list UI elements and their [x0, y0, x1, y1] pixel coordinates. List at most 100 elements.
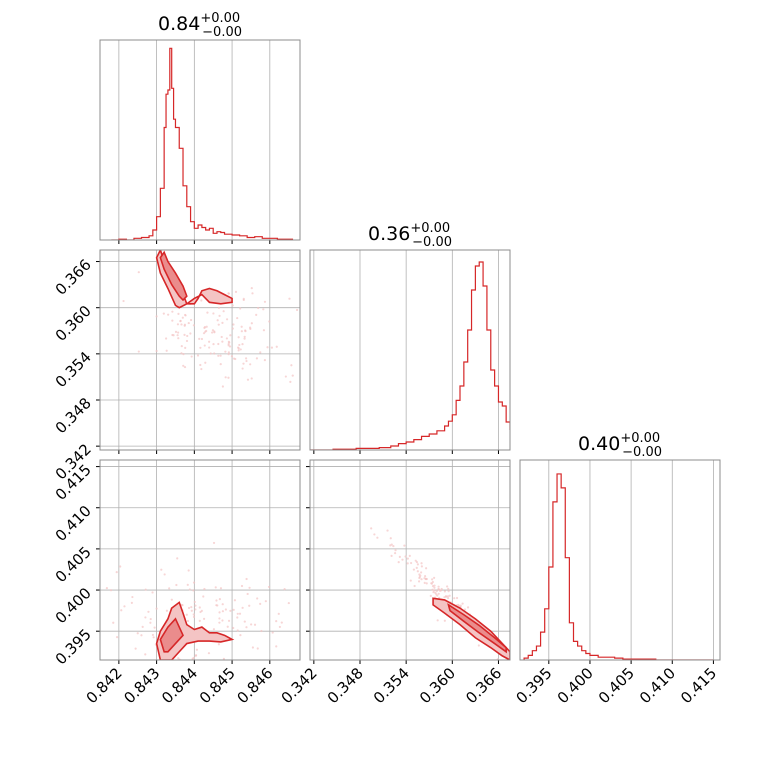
scatter-point [420, 562, 423, 565]
scatter-point [376, 536, 379, 539]
scatter-point [373, 533, 376, 536]
scatter-point [177, 337, 180, 340]
scatter-point [189, 332, 192, 335]
scatter-point [477, 644, 480, 647]
scatter-point [218, 611, 221, 614]
scatter-point [408, 554, 411, 557]
scatter-point [174, 330, 178, 333]
scatter-point [176, 664, 178, 666]
histogram-step-line [111, 47, 294, 240]
scatter-point [171, 310, 174, 313]
scatter-point [180, 323, 183, 326]
scatter-point [155, 315, 158, 318]
scatter-point [217, 643, 220, 646]
scatter-point [131, 595, 134, 599]
scatter-1-0-frame [99, 249, 301, 451]
scatter-point [249, 326, 252, 329]
scatter-point [221, 385, 224, 388]
scatter-2-1-frame [309, 459, 511, 661]
scatter-point [409, 579, 412, 582]
scatter-point [181, 316, 184, 319]
scatter-point [199, 610, 202, 614]
scatter-point [410, 561, 413, 565]
scatter-point [183, 323, 187, 326]
scatter-point [187, 321, 190, 325]
scatter-point [115, 636, 119, 639]
scatter-point [175, 583, 178, 587]
x-tick-label: 0.405 [595, 664, 638, 707]
scatter-point [260, 629, 263, 633]
scatter-point [147, 610, 150, 613]
scatter-point [280, 665, 282, 667]
contour-outer [432, 597, 510, 660]
scatter-point [212, 628, 216, 631]
scatter-point [212, 343, 215, 346]
scatter-point [172, 334, 175, 337]
scatter-point [434, 591, 437, 595]
scatter-point [239, 633, 242, 637]
scatter-point [415, 561, 419, 564]
scatter-point [155, 607, 158, 610]
scatter-point [242, 297, 245, 300]
scatter-point [140, 634, 143, 637]
scatter-point [192, 615, 196, 618]
scatter-point [232, 323, 235, 326]
scatter-point [208, 346, 211, 349]
scatter-point [184, 346, 187, 349]
scatter-point [162, 312, 165, 315]
scatter-point [213, 330, 216, 333]
scatter-point [231, 304, 234, 307]
scatter-point [423, 577, 426, 580]
scatter-point [190, 609, 193, 612]
scatter-point [164, 337, 168, 340]
scatter-point [189, 318, 193, 322]
scatter-point [190, 606, 193, 609]
scatter-point [218, 598, 221, 601]
scatter-point [198, 337, 201, 340]
y-tick-label: 0.366 [52, 256, 95, 299]
scatter-point [389, 537, 392, 540]
scatter-point [245, 626, 248, 629]
scatter-point [165, 609, 169, 612]
scatter-point [245, 359, 248, 363]
scatter-point [430, 582, 434, 585]
scatter-point [398, 555, 401, 558]
scatter-point [149, 617, 152, 621]
x-tick-label: 0.348 [324, 664, 367, 707]
scatter-point [112, 621, 115, 624]
scatter-point [227, 351, 230, 354]
scatter-point [241, 343, 244, 346]
scatter-point [243, 335, 246, 338]
scatter-point [234, 357, 237, 361]
scatter-point [277, 612, 280, 615]
scatter-point [160, 665, 162, 667]
scatter-point [194, 604, 197, 607]
scatter-point [240, 584, 244, 588]
scatter-point [250, 287, 253, 290]
scatter-point [257, 306, 260, 310]
scatter-point [461, 602, 464, 605]
scatter-point [425, 567, 428, 570]
scatter-point [284, 375, 287, 378]
scatter-point [275, 345, 278, 348]
scatter-point [137, 350, 140, 353]
scatter-point [445, 595, 448, 598]
scatter-point [198, 606, 201, 609]
x-tick-label: 0.844 [158, 664, 201, 707]
scatter-point [463, 608, 467, 611]
scatter-point [179, 320, 182, 323]
scatter-point [123, 605, 126, 608]
scatter-point [208, 340, 211, 343]
scatter-point [198, 619, 201, 622]
scatter-point [188, 588, 191, 591]
scatter-point [246, 378, 250, 381]
scatter-point [215, 599, 218, 602]
scatter-point [418, 576, 421, 580]
scatter-point [144, 616, 147, 619]
scatter-point [209, 352, 212, 355]
scatter-point [425, 582, 428, 585]
scatter-point [149, 621, 152, 624]
scatter-point [250, 623, 253, 626]
